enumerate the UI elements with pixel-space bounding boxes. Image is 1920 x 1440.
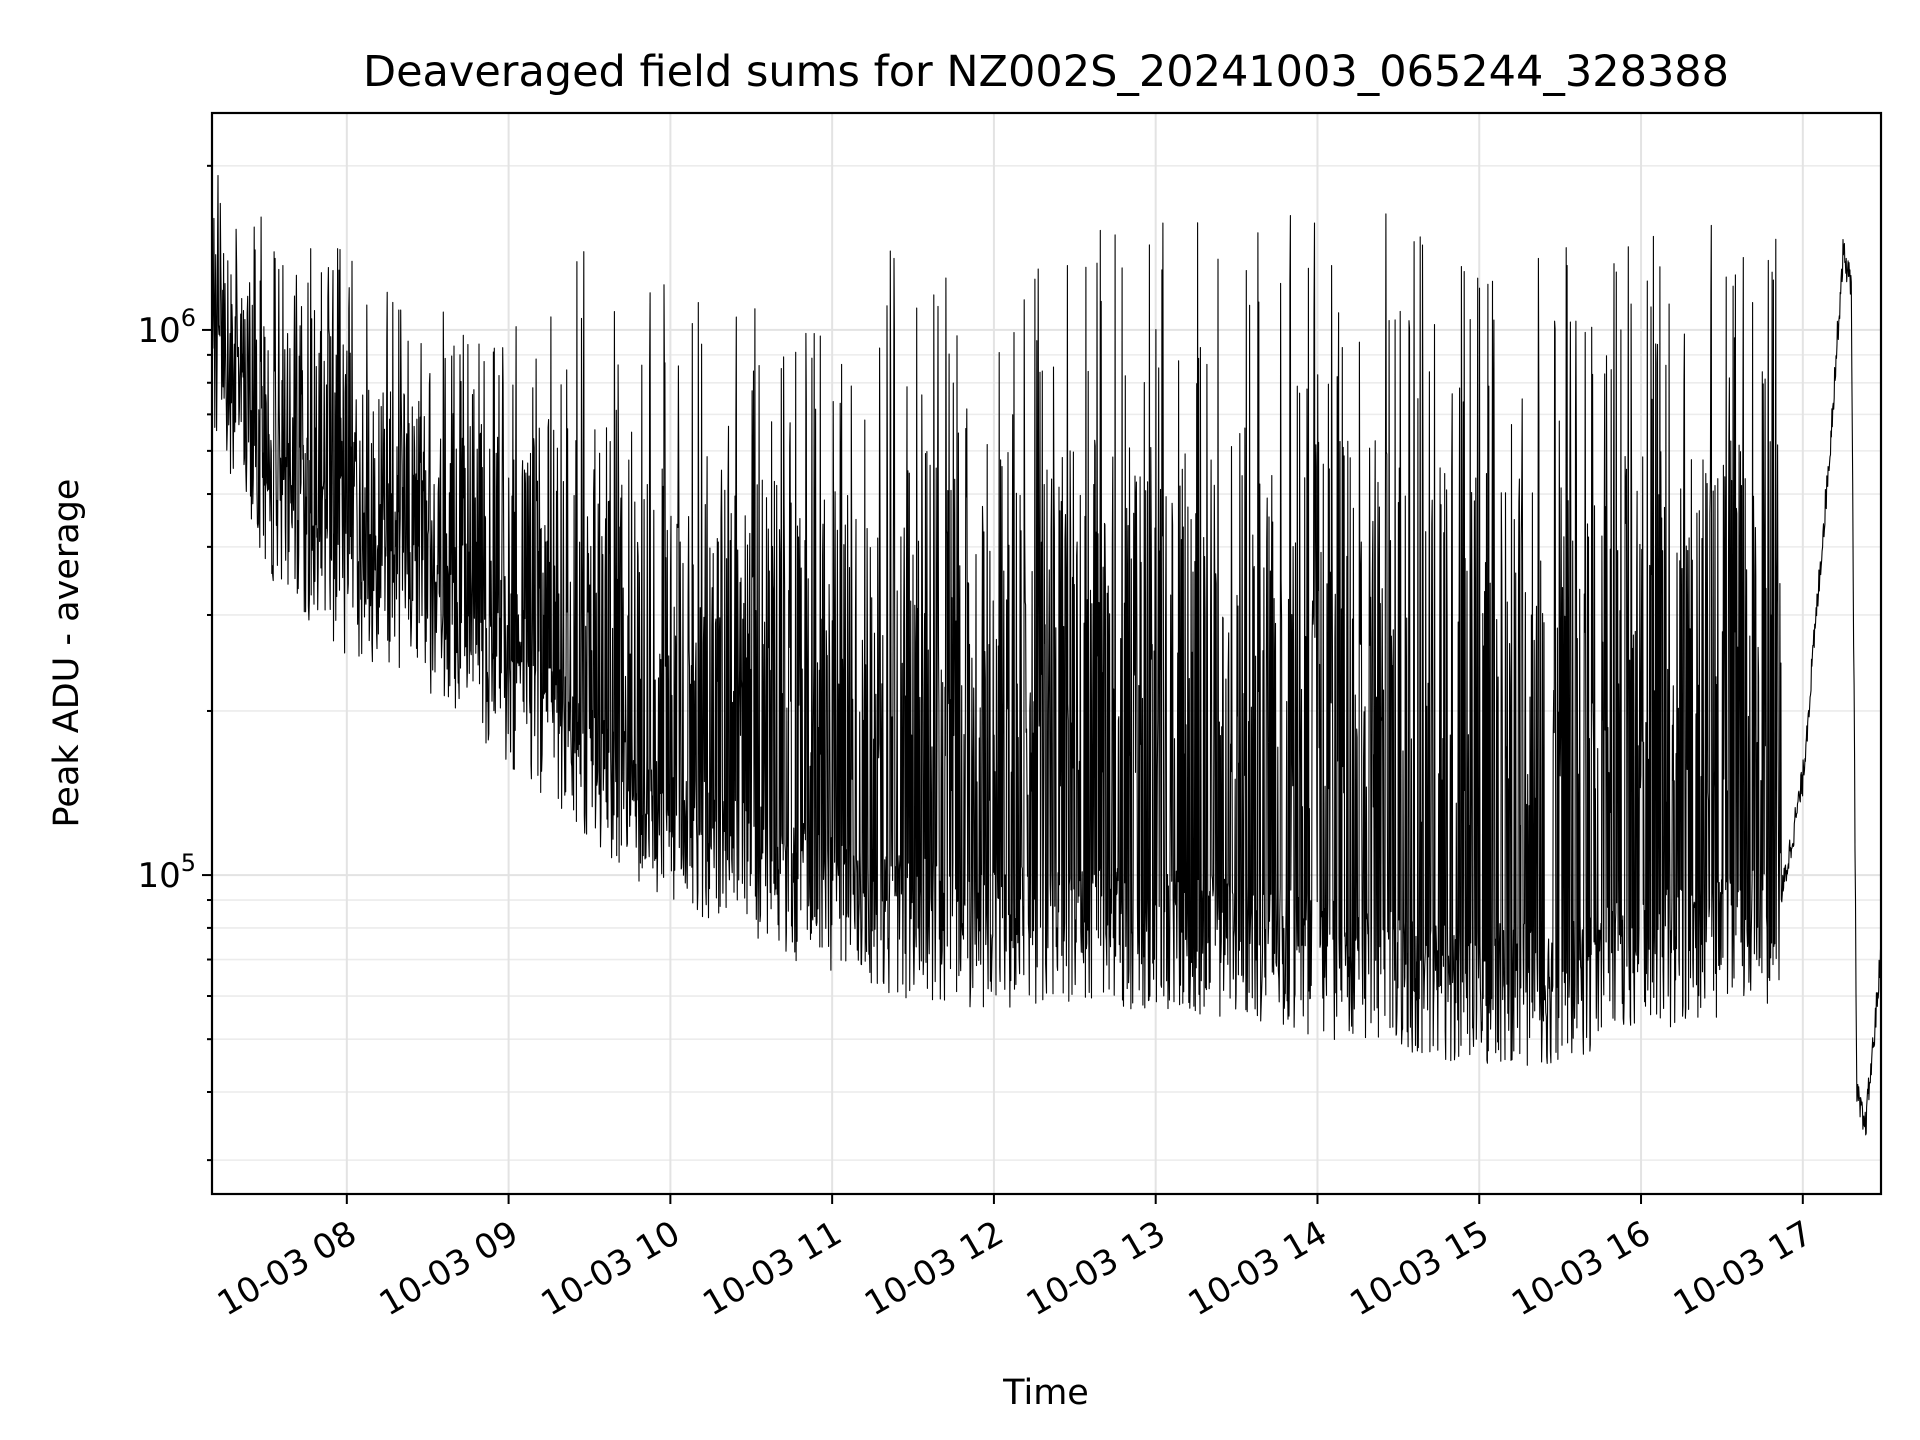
y-tick-label: 106 (137, 304, 196, 351)
x-tick-label: 10-03 11 (696, 1213, 848, 1324)
x-tick-label: 10-03 17 (1667, 1213, 1819, 1324)
x-tick-label: 10-03 15 (1343, 1213, 1495, 1324)
series-layer (211, 174, 1882, 1136)
x-tick-label: 10-03 13 (1020, 1213, 1172, 1324)
x-tick-label: 10-03 08 (211, 1213, 363, 1324)
series-line (211, 174, 1882, 1136)
x-axis: 10-03 08 10-03 09 10-03 10 10-03 11 10-03 12… (211, 1194, 1819, 1324)
x-tick-label: 10-03 09 (373, 1213, 525, 1324)
y-axis-label: Peak ADU - average (47, 479, 87, 828)
x-axis-label: Time (1002, 1373, 1089, 1413)
plot-area-frame (210, 111, 1883, 1196)
y-axis: 105 106 (137, 164, 212, 1162)
y-tick-label: 105 (137, 849, 196, 896)
x-tick-label: 10-03 12 (858, 1213, 1010, 1324)
x-tick-label: 10-03 10 (534, 1213, 686, 1324)
x-tick-label: 10-03 14 (1182, 1213, 1334, 1324)
chart-title: Deaveraged field sums for NZ002S_2024100… (363, 47, 1729, 97)
x-tick-label: 10-03 16 (1505, 1213, 1657, 1324)
